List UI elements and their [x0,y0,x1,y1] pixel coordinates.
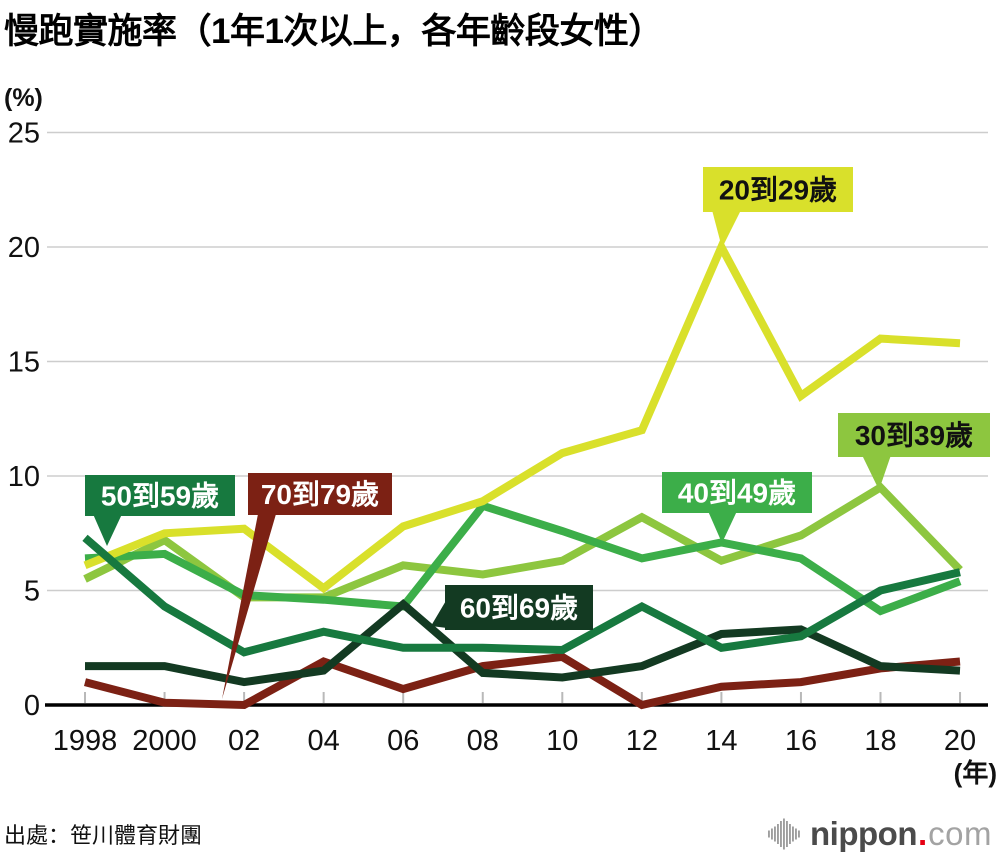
soundwave-icon [768,818,800,850]
soundwave-bar [792,826,794,842]
logo-text-nippon: nippon [810,815,917,852]
x-axis-label-20: 20 [944,725,976,757]
callout-pointer-60到69歲 [431,599,447,628]
y-axis-label-15: 15 [8,347,40,379]
y-axis-label-0: 0 [24,690,40,722]
x-axis-label-2000: 2000 [132,725,197,757]
series-line-70到79歲 [83,652,961,710]
chart-title: 慢跑實施率（1年1次以上，各年齡段女性） [4,12,663,51]
soundwave-bar [783,818,785,850]
soundwave-bar [774,826,776,842]
callout-box-30到39歲 [838,413,990,457]
callout-label-50到59歲: 50到59歲 [101,481,219,512]
x-axis-label-12: 12 [626,725,658,757]
soundwave-bar [777,824,779,844]
soundwave-bar [789,824,791,844]
source-credit: 出處：笹川體育財團 [4,823,203,848]
soundwave-bar [780,821,782,847]
x-axis-label-08: 08 [467,725,499,757]
callout-pointer-40到49歲 [708,511,737,543]
series-line-40到49歲 [84,501,962,616]
logo-red-dot: . [917,815,928,852]
x-axis-label-02: 02 [228,725,260,757]
y-axis-label-20: 20 [8,232,40,264]
x-axis-label-04: 04 [308,725,340,757]
callout-box-70到79歲 [248,473,392,515]
x-axis-label-18: 18 [864,725,896,757]
callout-label-30到39歲: 30到39歲 [855,420,973,451]
x-axis-label-14: 14 [705,725,737,757]
y-axis-label-5: 5 [24,576,40,608]
callout-pointer-70到79歲 [222,514,276,699]
callout-pointer-50到59歲 [93,514,122,546]
x-axis-unit-label: (年) [953,758,997,788]
series-line-50到59歲 [82,534,961,657]
y-axis-label-25: 25 [8,118,40,150]
soundwave-bar [786,821,788,847]
nippon-com-logo: nippon. com [767,814,992,854]
logo-text-com: com [928,815,992,852]
callout-label-70到79歲: 70到79歲 [261,479,379,510]
series-line-20到29歲 [83,237,961,594]
callout-box-40到49歲 [662,472,812,513]
callout-box-50到59歲 [85,475,235,516]
callout-label-20到29歲: 20到29歲 [719,175,837,206]
series-line-60到69歲 [85,598,961,687]
x-axis-label-10: 10 [546,725,578,757]
y-axis-label-10: 10 [8,461,40,493]
soundwave-bar [768,830,770,838]
x-axis-label-16: 16 [785,725,817,757]
callout-pointer-30到39歲 [862,455,891,490]
callout-label-40到49歲: 40到49歲 [678,478,796,509]
callout-label-60到69歲: 60到69歲 [460,593,578,624]
x-axis-label-06: 06 [387,725,419,757]
callout-box-20到29歲 [703,167,853,212]
soundwave-bar [795,828,797,840]
x-axis-label-1998: 1998 [53,725,118,757]
y-axis-unit-label: (%) [4,84,43,112]
soundwave-bar [798,830,800,838]
callout-box-60到69歲 [445,585,593,630]
soundwave-bar [771,828,773,840]
callout-pointer-20到29歲 [712,210,741,248]
